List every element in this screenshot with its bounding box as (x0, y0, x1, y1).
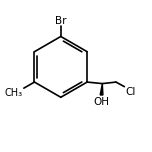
Text: Br: Br (55, 16, 67, 26)
Text: OH: OH (94, 97, 110, 107)
Polygon shape (100, 84, 103, 95)
Text: Cl: Cl (125, 87, 135, 97)
Text: CH₃: CH₃ (5, 88, 23, 98)
